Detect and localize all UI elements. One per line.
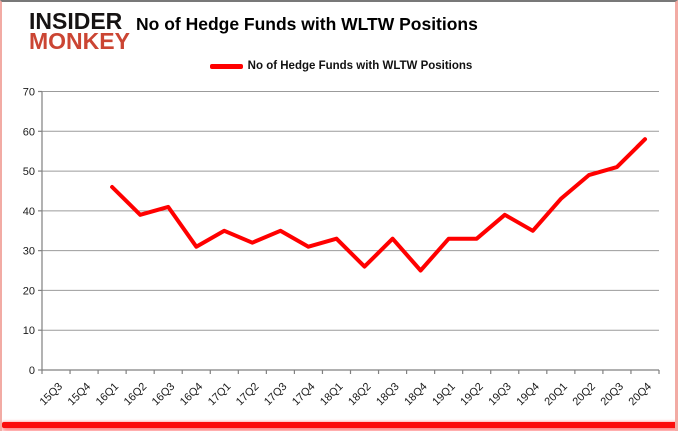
x-axis-label: 16Q3 xyxy=(150,381,178,409)
y-axis-label: 60 xyxy=(23,126,35,138)
x-axis-label: 20Q4 xyxy=(627,381,655,409)
x-axis-label: 15Q4 xyxy=(66,381,94,409)
y-axis-label: 20 xyxy=(23,285,35,297)
x-axis-label: 15Q3 xyxy=(38,381,66,409)
x-axis-label: 18Q2 xyxy=(346,381,374,409)
x-axis-label: 18Q4 xyxy=(402,381,430,409)
x-axis-label: 17Q3 xyxy=(262,381,290,409)
y-axis-label: 30 xyxy=(23,246,35,258)
x-axis-label: 18Q3 xyxy=(374,381,402,409)
x-axis-label: 17Q4 xyxy=(290,381,318,409)
red-bottom-bar xyxy=(2,422,675,428)
legend-label: No of Hedge Funds with WLTW Positions xyxy=(247,60,473,72)
x-axis-label: 16Q2 xyxy=(122,381,150,409)
logo-insider-text: INSIDER xyxy=(29,8,123,34)
x-axis-label: 17Q1 xyxy=(206,381,234,409)
legend-line-swatch xyxy=(209,63,243,69)
y-axis-label: 10 xyxy=(23,325,35,337)
legend: No of Hedge Funds with WLTW Positions xyxy=(2,60,675,72)
x-axis-label: 18Q1 xyxy=(318,381,346,409)
x-axis-label: 20Q2 xyxy=(570,381,598,409)
x-axis-label: 19Q2 xyxy=(458,381,486,409)
y-axis-label: 40 xyxy=(23,206,35,218)
x-axis-label: 17Q2 xyxy=(234,381,262,409)
insider-monkey-logo: INSIDER MONKEY xyxy=(29,8,130,54)
series-line xyxy=(110,137,647,273)
x-axis-label: 19Q1 xyxy=(430,381,458,409)
x-axis-label: 16Q1 xyxy=(94,381,122,409)
x-axis-label: 16Q4 xyxy=(178,381,206,409)
chart-title: No of Hedge Funds with WLTW Positions xyxy=(136,14,478,34)
logo-monkey-text: MONKEY xyxy=(29,28,130,54)
y-axis-label: 70 xyxy=(23,87,35,99)
x-axis-label: 20Q1 xyxy=(542,381,570,409)
x-axis-label: 19Q3 xyxy=(486,381,514,409)
x-axis-label: 19Q4 xyxy=(514,381,542,409)
y-axis-label: 50 xyxy=(23,166,35,178)
y-axis-label: 0 xyxy=(29,365,35,377)
x-axis-label: 20Q3 xyxy=(599,381,627,409)
